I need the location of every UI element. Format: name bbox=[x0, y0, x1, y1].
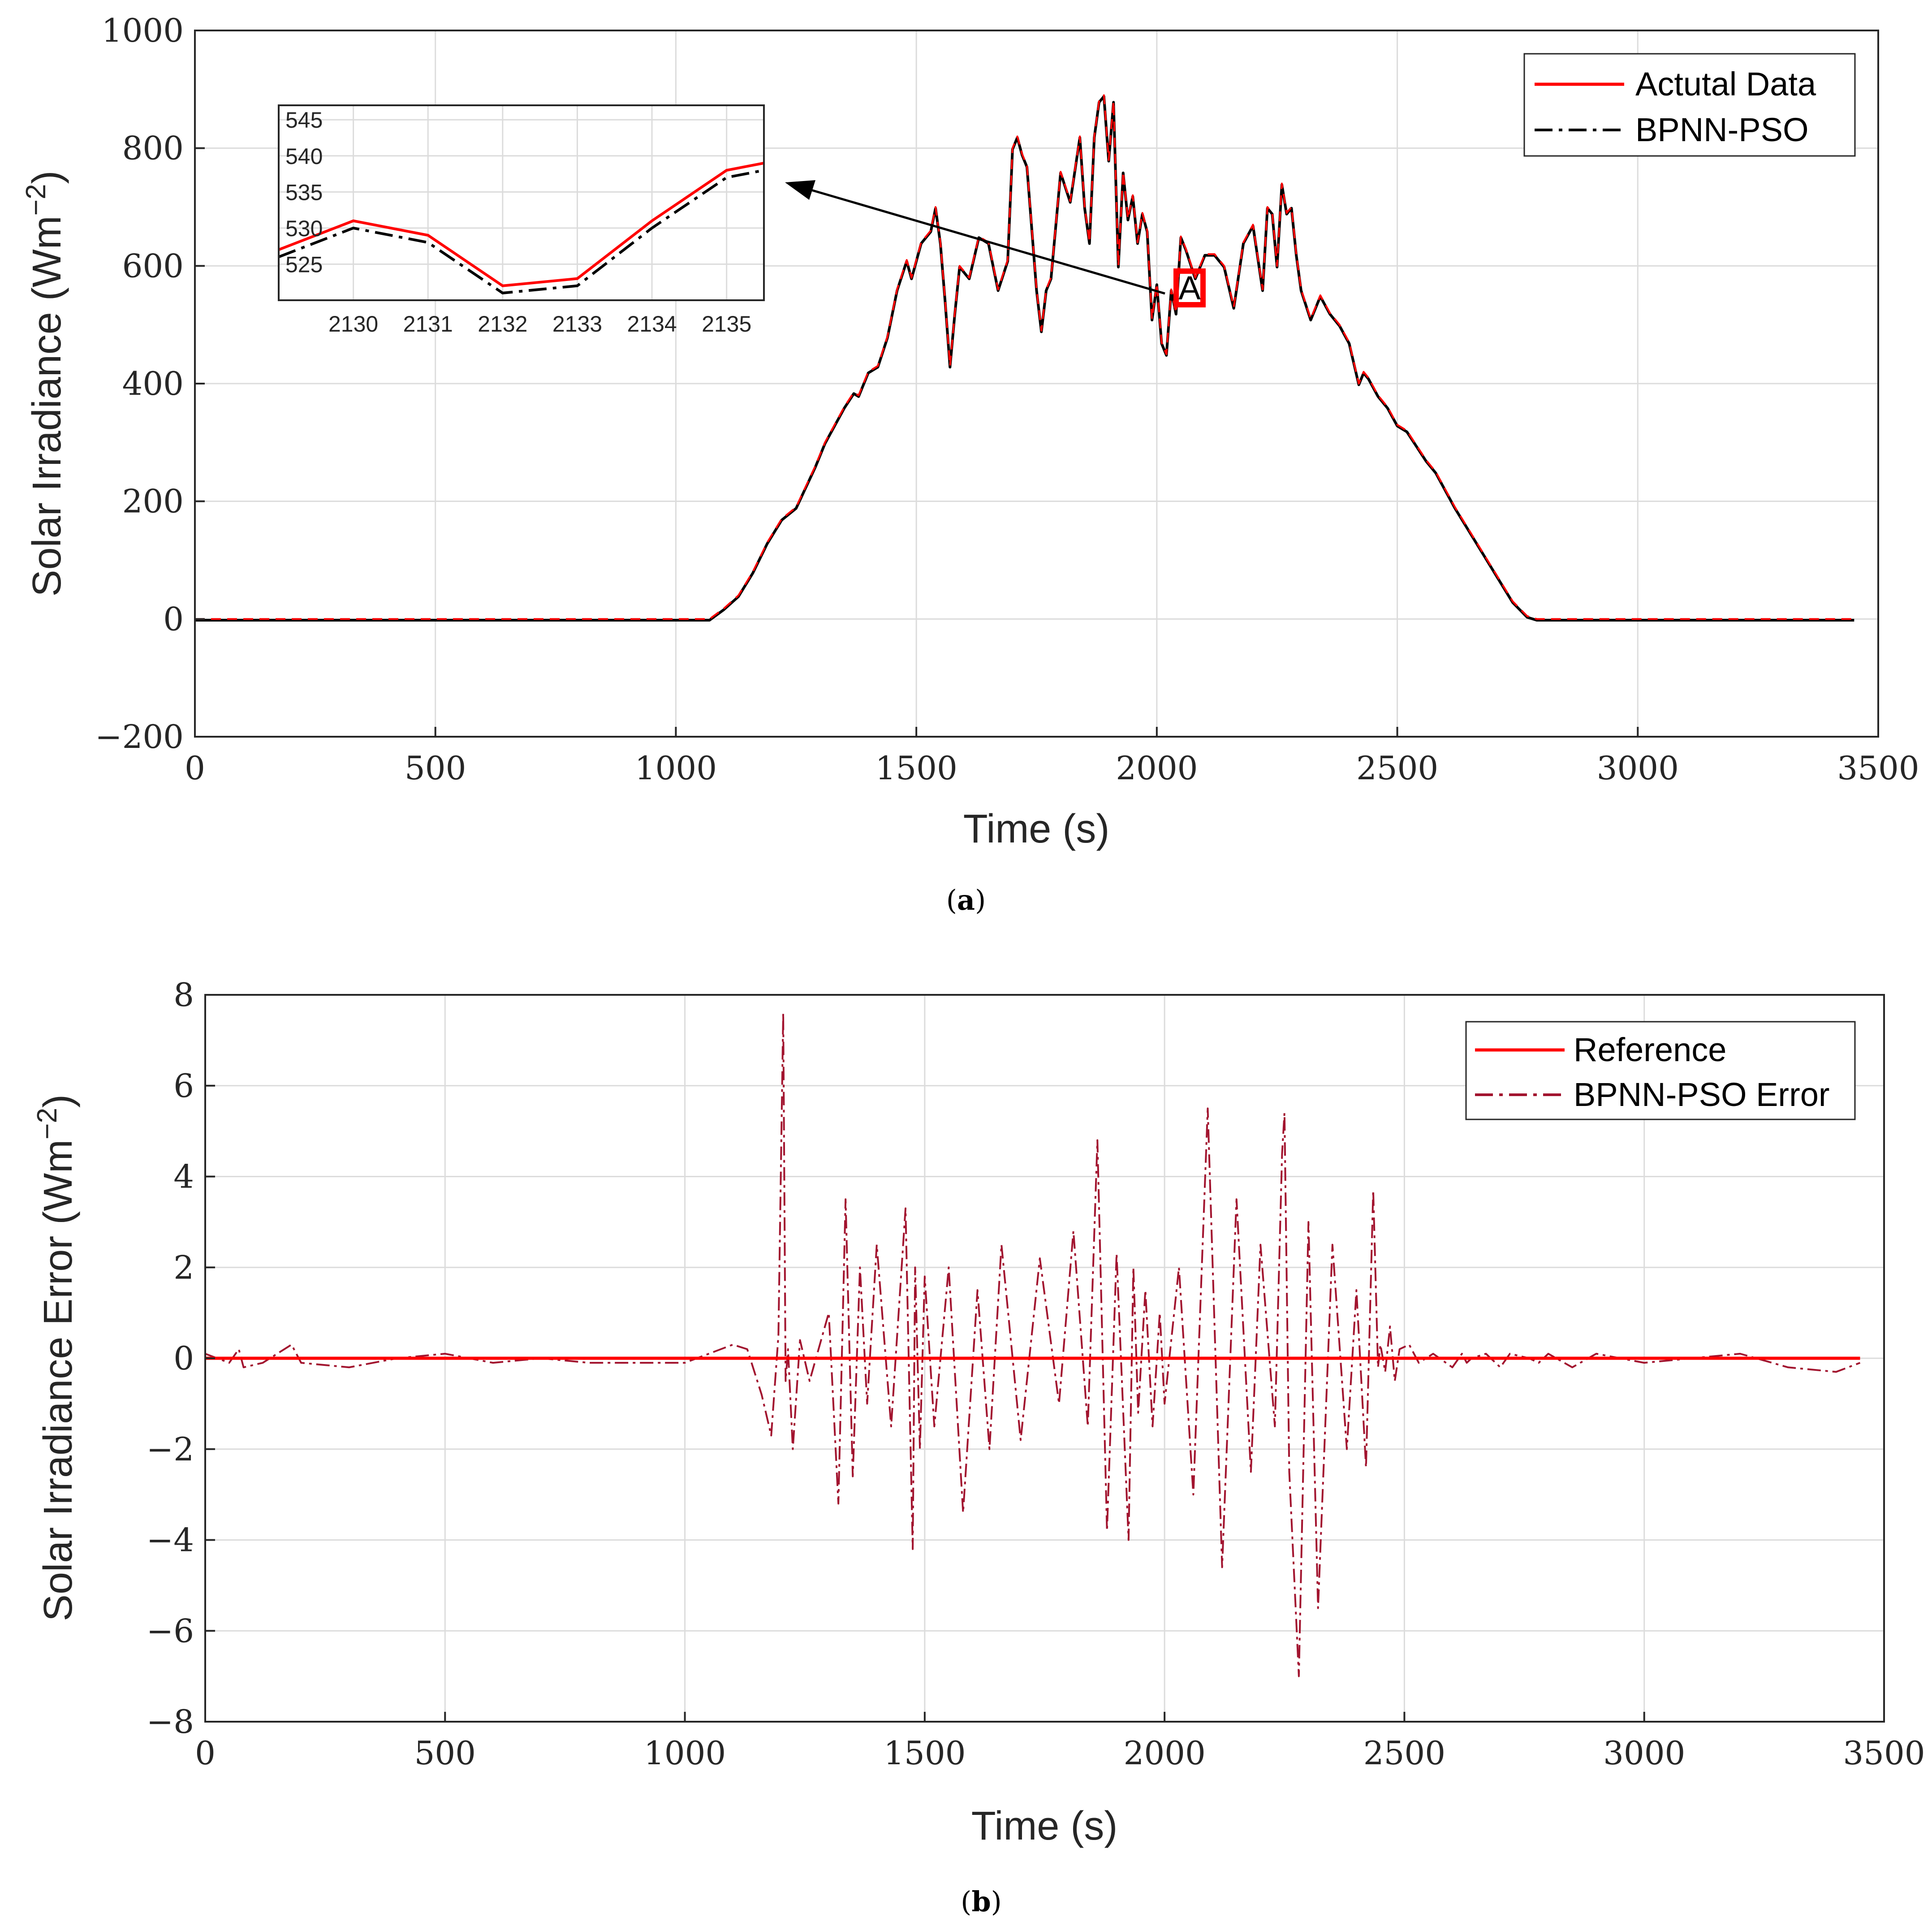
panel-b-x-tick-label: 1500 bbox=[884, 1734, 966, 1772]
inset-plot: 2130 2131 2132 2133 2134 2135 525 530 535 540 545 bbox=[278, 104, 765, 337]
inset-y-ticks: 525 530 535 540 545 bbox=[285, 108, 323, 277]
legend-label-bpnn-pso: BPNN-PSO bbox=[1635, 111, 1809, 148]
panel-b-x-tick-label: 500 bbox=[414, 1734, 476, 1772]
inset-y-tick-label: 525 bbox=[285, 252, 323, 277]
legend-label-actual: Actutal Data bbox=[1635, 65, 1816, 103]
panel-b-x-axis-label: Time (s) bbox=[971, 1804, 1118, 1849]
panel-a-x-tick-label: 1000 bbox=[635, 749, 717, 787]
inset-y-tick-label: 535 bbox=[285, 180, 323, 205]
panel-a-x-tick-label: 3500 bbox=[1837, 749, 1919, 787]
panel-b-y-tick-label: −8 bbox=[147, 1703, 194, 1741]
panel-b-x-tick-label: 0 bbox=[195, 1734, 216, 1772]
inset-series bbox=[278, 161, 764, 294]
series-bpnn-pso-error-line bbox=[205, 1012, 1861, 1677]
panel-a-y-tick-label: 0 bbox=[163, 600, 184, 638]
panel-a-x-tick-label: 2000 bbox=[1116, 749, 1198, 787]
panel-a-legend: Actutal Data BPNN-PSO bbox=[1523, 53, 1856, 157]
panel-a-y-tick-label: 800 bbox=[122, 130, 184, 167]
panel-a-y-axis-label: Solar Irradiance (Wm−2) bbox=[21, 171, 69, 597]
zoom-arrow-head bbox=[785, 180, 815, 200]
panel-b-x-tick-label: 3000 bbox=[1603, 1734, 1685, 1772]
panel-a-y-axis-label-sup: −2 bbox=[21, 184, 52, 216]
panel-b-y-tick-label: 2 bbox=[173, 1248, 194, 1286]
panel-b-y-tick-label: 6 bbox=[173, 1067, 194, 1105]
inset-background bbox=[279, 105, 764, 300]
panel-b-x-tick-label: 1000 bbox=[644, 1734, 726, 1772]
panel-b-x-tick-label: 2500 bbox=[1363, 1734, 1445, 1772]
panel-a-x-tick-label: 3000 bbox=[1597, 749, 1679, 787]
inset-x-tick-label: 2132 bbox=[478, 311, 527, 337]
panel-b-y-ticks: −8 −6 −4 −2 0 2 4 6 8 bbox=[147, 976, 215, 1741]
panel-b-y-tick-label: −4 bbox=[147, 1521, 194, 1559]
panel-a-y-tick-label: 1000 bbox=[102, 12, 184, 49]
panel-b-y-axis-label: Solar Irradiance Error (Wm−2) bbox=[32, 1094, 81, 1621]
zoom-region-label: A bbox=[1178, 269, 1201, 307]
inset-y-tick-label: 545 bbox=[285, 108, 323, 133]
inset-bpnn-pso-line bbox=[278, 169, 764, 294]
panel-a-x-axis-label: Time (s) bbox=[963, 807, 1110, 851]
panel-a-y-axis-label-main: Solar Irradiance (Wm bbox=[25, 216, 69, 596]
panel-a-caption-letter: a bbox=[957, 884, 975, 916]
legend-label-bpnn-pso-error: BPNN-PSO Error bbox=[1574, 1076, 1830, 1113]
inset-x-tick-label: 2131 bbox=[403, 311, 453, 337]
panel-b-y-axis-label-close: ) bbox=[36, 1094, 81, 1108]
inset-frame bbox=[278, 104, 765, 301]
inset-x-tick-label: 2134 bbox=[627, 311, 677, 337]
series-actual-line bbox=[195, 94, 1854, 620]
panel-b-y-tick-label: −2 bbox=[147, 1430, 194, 1468]
panel-b-y-axis-label-sup: −2 bbox=[32, 1108, 63, 1140]
panel-b-legend-box bbox=[1465, 1021, 1856, 1120]
panel-b-caption-letter: b bbox=[971, 1885, 991, 1918]
panel-b-y-tick-label: 8 bbox=[173, 976, 194, 1014]
panel-a-caption: (a) bbox=[946, 884, 986, 916]
panel-a-y-ticks: −200 0 200 400 600 800 1000 bbox=[95, 12, 205, 756]
panel-a-x-tick-label: 0 bbox=[185, 749, 205, 787]
inset-x-ticks: 2130 2131 2132 2133 2134 2135 bbox=[328, 311, 751, 337]
panel-b-y-tick-label: 4 bbox=[173, 1158, 194, 1196]
panel-b-legend: Reference BPNN-PSO Error bbox=[1465, 1021, 1856, 1120]
panel-b-x-tick-label: 3500 bbox=[1843, 1734, 1925, 1772]
inset-actual-line bbox=[278, 161, 764, 287]
panel-b-y-tick-label: 0 bbox=[173, 1339, 194, 1377]
panel-a-legend-box bbox=[1523, 53, 1856, 157]
panel-a-y-tick-label: −200 bbox=[95, 718, 184, 756]
panel-b: 0 500 1000 1500 2000 2500 3000 3500 −8 −6 −4 −2 0 2 4… bbox=[32, 976, 1925, 1918]
inset-y-tick-label: 540 bbox=[285, 144, 323, 169]
panel-a-y-tick-label: 600 bbox=[122, 247, 184, 285]
panel-a-series bbox=[195, 94, 1854, 622]
inset-x-tick-label: 2135 bbox=[702, 311, 751, 337]
panel-b-y-axis-label-main: Solar Irradiance Error (Wm bbox=[36, 1140, 81, 1621]
zoom-arrow-line bbox=[802, 186, 1165, 295]
panel-a: 0 500 1000 1500 2000 2500 3000 3500 −2000200400… bbox=[21, 12, 1919, 916]
panel-a-x-tick-label: 2500 bbox=[1356, 749, 1438, 787]
inset-y-tick-label: 530 bbox=[285, 216, 323, 241]
panel-a-y-tick-label: 200 bbox=[122, 483, 184, 520]
panel-b-y-tick-label: −6 bbox=[147, 1612, 194, 1650]
legend-label-reference: Reference bbox=[1574, 1031, 1726, 1068]
inset-x-tick-label: 2133 bbox=[552, 311, 602, 337]
zoom-region-marker bbox=[1173, 268, 1206, 307]
panel-a-y-axis-label-close: ) bbox=[25, 171, 69, 184]
inset-grid bbox=[279, 105, 764, 300]
panel-a-x-tick-label: 500 bbox=[405, 749, 466, 787]
panel-a-x-tick-label: 1500 bbox=[875, 749, 957, 787]
panel-b-caption: (b) bbox=[961, 1885, 1002, 1918]
panel-b-x-tick-label: 2000 bbox=[1124, 1734, 1206, 1772]
panel-b-x-ticks: 0 500 1000 1500 2000 2500 3000 3500 bbox=[195, 1712, 1925, 1772]
panel-a-x-ticks: 0 500 1000 1500 2000 2500 3000 3500 bbox=[185, 727, 1919, 787]
panel-b-series bbox=[205, 1012, 1861, 1677]
panel-a-y-tick-label: 400 bbox=[122, 365, 184, 402]
inset-x-tick-label: 2130 bbox=[328, 311, 378, 337]
